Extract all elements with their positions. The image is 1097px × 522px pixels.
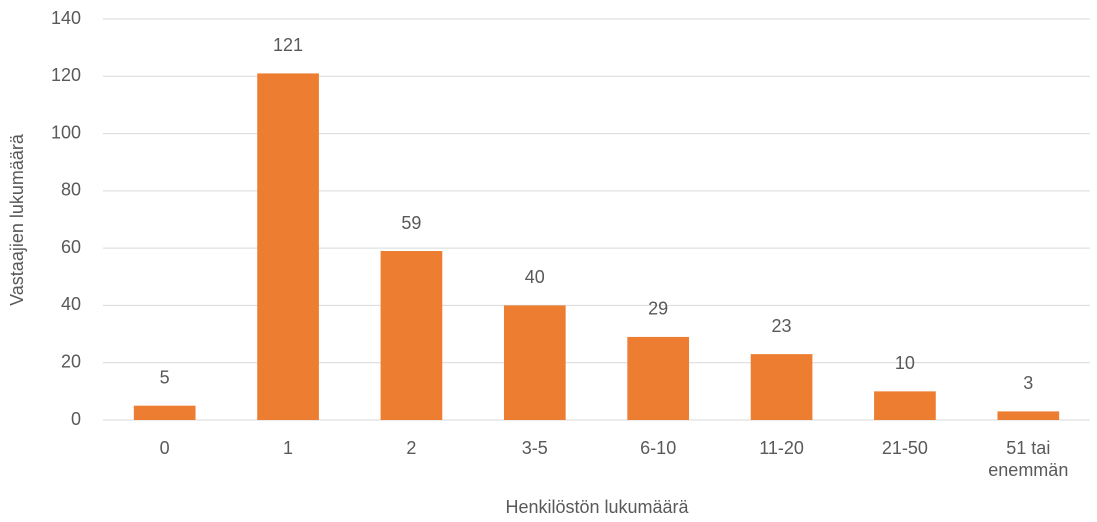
x-tick-label: 51 tai enemmän [988,438,1069,480]
bar [503,305,566,420]
x-tick-label: 2 [406,438,417,458]
y-tick-label: 20 [61,351,81,371]
data-label: 29 [648,299,668,319]
y-tick-label: 40 [61,294,81,314]
x-tick-label: 21-50 [881,438,928,458]
data-label: 40 [525,267,545,287]
data-label: 59 [401,213,421,233]
y-tick-label: 100 [51,122,81,142]
bar [750,354,813,420]
bar [874,391,936,420]
x-tick-label: 3-5 [521,438,548,458]
x-tick-label: 0 [159,438,170,458]
bar [997,411,1060,420]
data-label: 23 [772,316,792,336]
bar [257,73,319,421]
x-tick-label: 1 [283,438,294,458]
y-tick-label: 120 [51,65,81,85]
data-label: 5 [160,367,170,387]
bar [133,405,196,420]
x-axis-label: Henkilöstön lukumäärä [505,497,689,517]
data-label: 121 [273,35,303,55]
data-label: 3 [1023,373,1033,393]
y-tick-label: 140 [51,8,81,28]
y-tick-label: 80 [61,180,81,200]
x-tick-label: 11-20 [759,438,804,458]
x-tick-label: 6-10 [640,438,677,458]
y-tick-label: 0 [71,409,81,429]
y-tick-label: 60 [61,237,81,257]
bar [380,251,443,420]
y-axis-label: Vastaajien lukumäärä [7,133,27,306]
data-label: 10 [895,353,915,373]
bar [627,336,690,420]
